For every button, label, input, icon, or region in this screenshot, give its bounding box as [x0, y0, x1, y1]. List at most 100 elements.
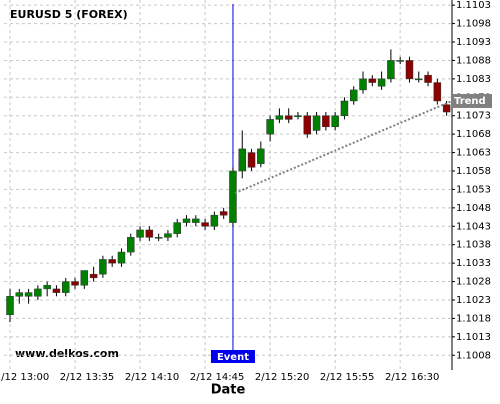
candle — [377, 71, 386, 90]
candle-body — [377, 78, 386, 87]
candle — [275, 108, 284, 124]
candle — [331, 112, 339, 131]
x-tick-label: 2/12 14:45 — [190, 372, 244, 383]
candle — [52, 285, 61, 297]
candle — [24, 288, 33, 304]
candle — [192, 215, 200, 227]
candle — [210, 211, 219, 230]
candle — [340, 97, 349, 120]
y-tick-label: 1.1053 — [456, 184, 491, 195]
y-tick-label: 1.1018 — [456, 313, 491, 324]
candle — [247, 148, 256, 171]
watermark: www.delkos.com — [15, 347, 119, 360]
candle-body — [257, 148, 265, 164]
y-tick-label: 1.1013 — [456, 332, 491, 343]
candle-body — [61, 281, 70, 293]
x-tick-label: 2/12 14:10 — [125, 372, 179, 383]
candle-body — [15, 292, 24, 297]
x-tick-label: 2/12 16:30 — [385, 372, 439, 383]
x-tick-label: 2/12 15:55 — [320, 372, 374, 383]
candle — [34, 285, 42, 300]
candle-body — [34, 288, 42, 297]
candle-body — [349, 89, 358, 102]
candle-body — [294, 115, 302, 117]
candle — [15, 288, 24, 304]
y-tick-label: 1.1103 — [456, 0, 491, 11]
y-tick-label: 1.1038 — [456, 240, 491, 251]
event-label: Event — [217, 352, 249, 363]
candle — [368, 75, 377, 87]
candle-body — [387, 60, 395, 80]
candle — [303, 112, 312, 138]
candle — [108, 255, 116, 267]
candle-body — [164, 233, 172, 238]
candle-body — [117, 251, 126, 264]
candle-body — [359, 78, 367, 91]
candle — [229, 167, 237, 227]
candle-body — [266, 119, 274, 135]
candle-body — [405, 60, 414, 80]
x-axis-label: Date — [211, 383, 246, 398]
candle-body — [154, 237, 163, 239]
candle-body — [24, 292, 33, 297]
y-tick-label: 1.1028 — [456, 277, 491, 288]
candle-body — [43, 284, 51, 290]
candle-body — [6, 296, 14, 315]
candle — [117, 248, 126, 267]
candle-body — [424, 74, 432, 83]
trend-line — [234, 100, 453, 195]
candle — [164, 229, 172, 242]
chart-title: EURUSD 5 (FOREX) — [10, 8, 128, 21]
candle — [99, 255, 107, 278]
candle-body — [229, 170, 237, 223]
candle — [349, 86, 358, 105]
candle — [294, 112, 302, 120]
candle — [61, 277, 70, 297]
candle-body — [210, 214, 219, 227]
candle — [284, 108, 293, 124]
candle-body — [136, 229, 144, 238]
candle-body — [368, 78, 377, 83]
candle — [359, 71, 367, 94]
candle-body — [275, 115, 284, 120]
candle-body — [284, 115, 293, 120]
candle-body — [415, 78, 423, 81]
x-tick-label: 2/12 15:20 — [255, 372, 309, 383]
candle-body — [247, 152, 256, 168]
candle — [80, 270, 89, 289]
candle — [145, 226, 154, 242]
candle-body — [433, 82, 442, 102]
candle-body — [219, 211, 228, 216]
candle — [266, 115, 274, 142]
candle — [154, 233, 163, 242]
candle-body — [340, 100, 349, 116]
trend-box — [452, 93, 492, 108]
candle — [201, 218, 209, 230]
y-tick-label: 1.1023 — [456, 295, 491, 306]
x-tick-label: 2/12 13:35 — [60, 372, 114, 383]
candle-body — [80, 270, 89, 286]
candle-body — [442, 104, 451, 113]
candle-body — [145, 229, 154, 238]
y-tick-label: 1.1048 — [456, 203, 491, 214]
candle — [405, 56, 414, 83]
candle — [173, 218, 181, 238]
trend-label: Trend — [454, 96, 486, 107]
candle — [6, 288, 14, 323]
candle — [219, 207, 228, 219]
y-tick-label: 1.1043 — [456, 221, 491, 232]
candle-body — [312, 115, 321, 131]
candle-body — [182, 218, 191, 223]
y-tick-label: 1.1098 — [456, 19, 491, 30]
candle — [312, 112, 321, 135]
y-tick-label: 1.1073 — [456, 111, 491, 122]
candle-body — [192, 218, 200, 223]
candle-body — [396, 60, 404, 62]
candle-body — [127, 237, 135, 253]
candle-body — [303, 115, 312, 135]
candle — [387, 49, 395, 83]
candle — [127, 233, 135, 256]
y-tick-label: 1.1093 — [456, 37, 491, 48]
